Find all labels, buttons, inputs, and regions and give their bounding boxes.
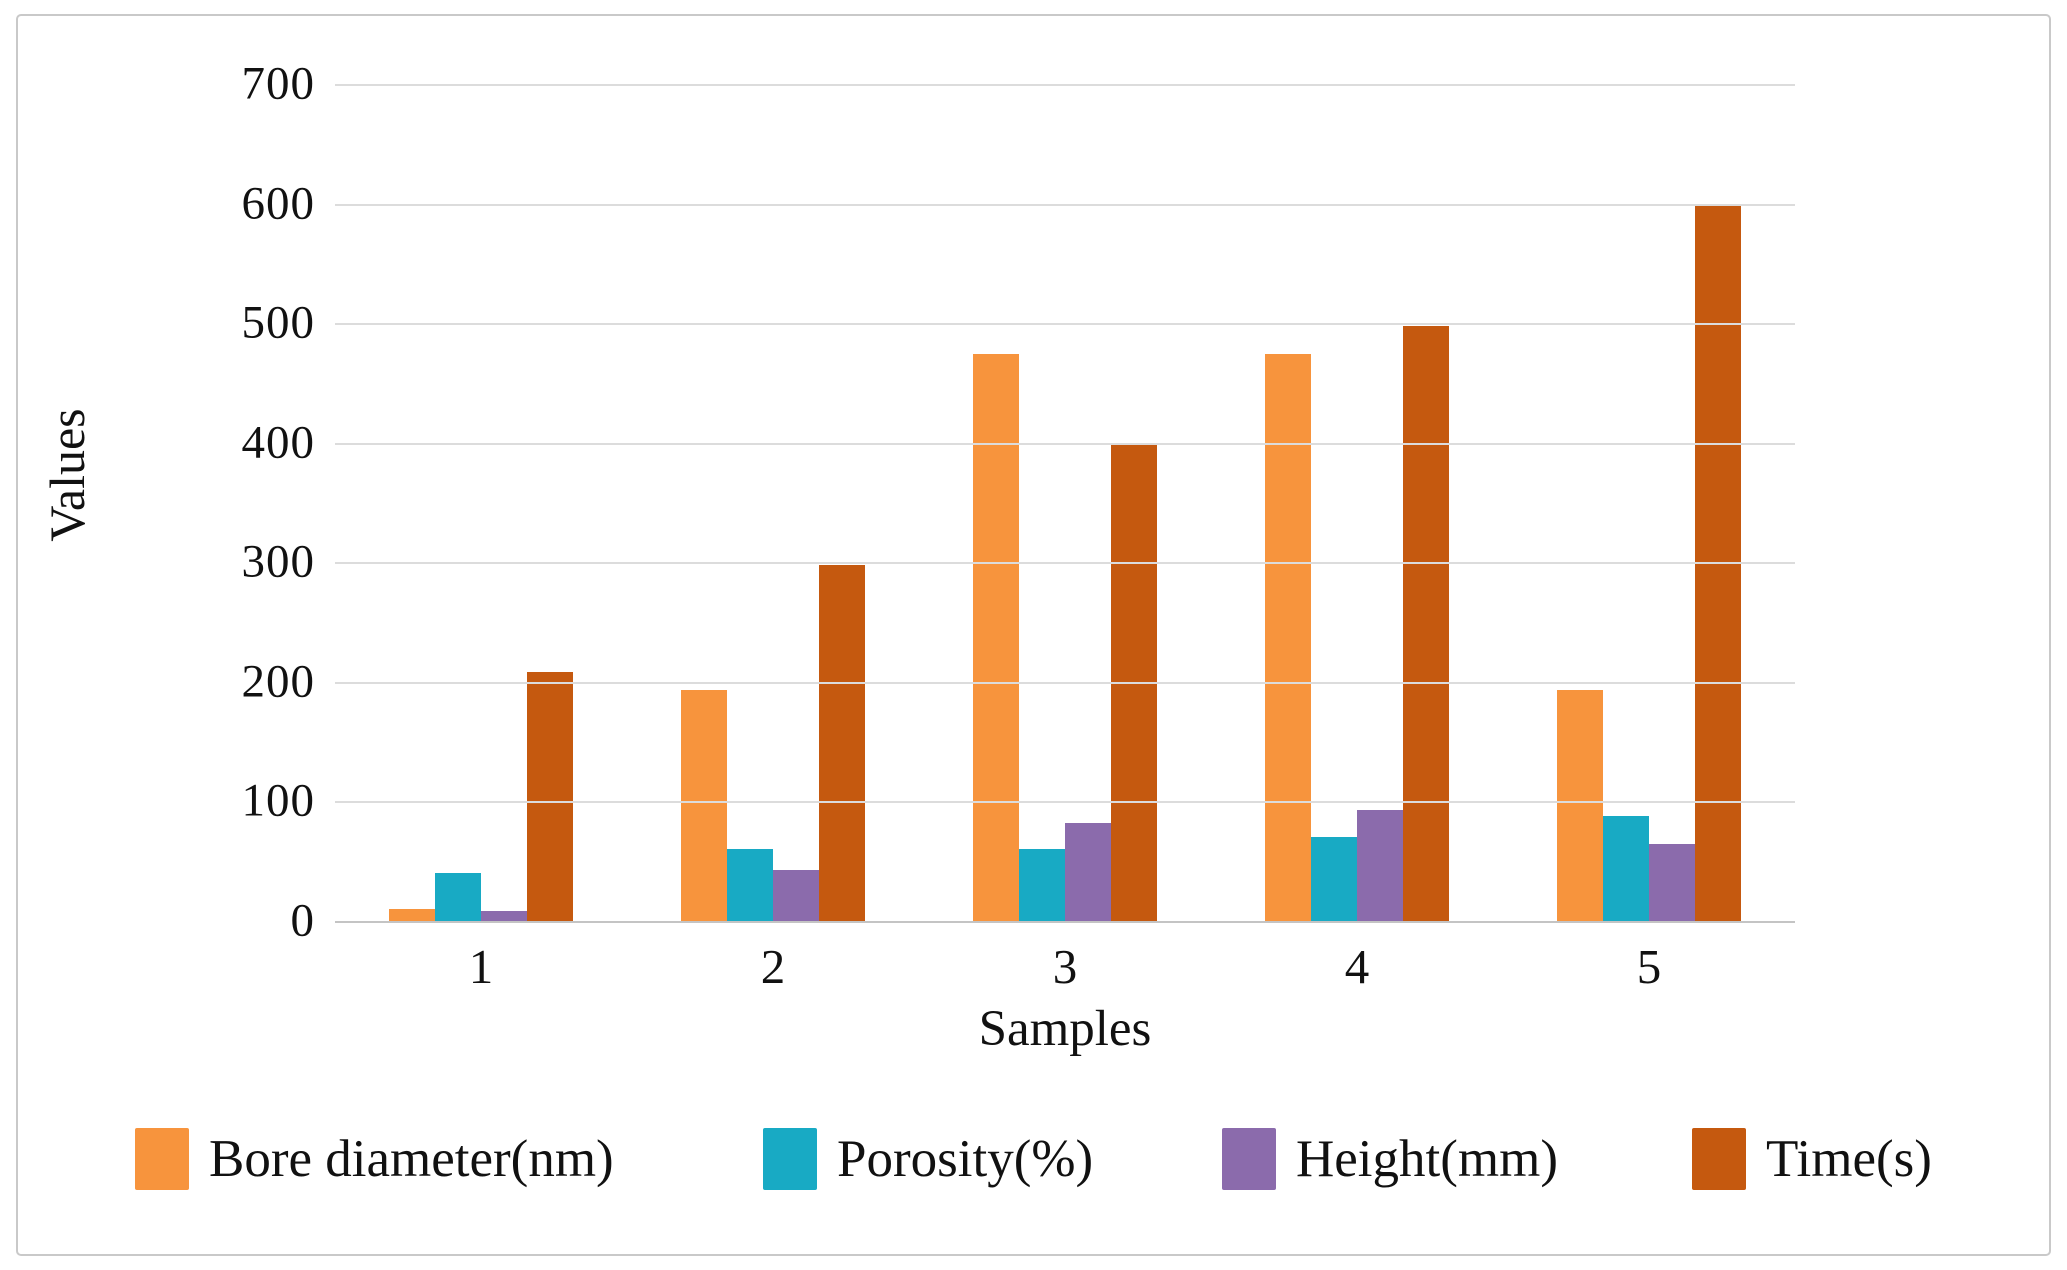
- bar-group-sample-4: [1211, 84, 1503, 921]
- y-axis-title: Values: [39, 408, 95, 542]
- legend-swatch-height-mm: [1222, 1128, 1276, 1190]
- bar-bore-diameter-nm-sample-2: [681, 690, 727, 921]
- plot-area: [335, 84, 1795, 923]
- legend-label-bore-diameter-nm: Bore diameter(nm): [209, 1130, 614, 1188]
- legend-label-porosity: Porosity(%): [837, 1130, 1094, 1188]
- legend-item-height-mm: Height(mm): [1222, 1128, 1558, 1190]
- bar-porosity-sample-1: [435, 873, 481, 921]
- gridline-100: [335, 801, 1795, 804]
- y-tick-label-400: 400: [241, 416, 315, 469]
- bar-height-mm-sample-4: [1357, 809, 1403, 921]
- y-tick-label-100: 100: [241, 774, 315, 827]
- bar-porosity-sample-3: [1019, 849, 1065, 921]
- bar-porosity-sample-5: [1603, 815, 1649, 921]
- legend-swatch-bore-diameter-nm: [135, 1128, 189, 1190]
- y-tick-label-300: 300: [241, 535, 315, 588]
- legend: Bore diameter(nm) Porosity(%) Height(mm) Ti…: [0, 1128, 2067, 1208]
- bar-group-sample-2: [627, 84, 919, 921]
- y-tick-label-600: 600: [241, 177, 315, 230]
- gridline-600: [335, 203, 1795, 206]
- bar-porosity-sample-4: [1311, 837, 1357, 921]
- bar-groups: [335, 84, 1795, 921]
- bar-group-sample-1: [335, 84, 627, 921]
- x-tick-label-3: 3: [1052, 939, 1078, 994]
- bar-height-mm-sample-2: [773, 869, 819, 921]
- bar-bore-diameter-nm-sample-1: [389, 909, 435, 921]
- legend-item-porosity: Porosity(%): [763, 1128, 1093, 1190]
- x-tick-labels: 1 2 3 4 5: [335, 938, 1795, 995]
- x-axis-title: Samples: [978, 1001, 1152, 1057]
- gridline-400: [335, 442, 1795, 445]
- bar-group-sample-3: [919, 84, 1211, 921]
- y-tick-label-0: 0: [290, 894, 315, 947]
- gridline-0: [335, 921, 1795, 923]
- bar-porosity-sample-2: [727, 849, 773, 921]
- x-tick-label-2: 2: [760, 939, 786, 994]
- gridline-200: [335, 681, 1795, 684]
- gridline-300: [335, 562, 1795, 565]
- x-tick-label-4: 4: [1344, 939, 1370, 994]
- bar-bore-diameter-nm-sample-4: [1265, 354, 1311, 921]
- legend-swatch-time-s: [1692, 1128, 1746, 1190]
- legend-item-bore-diameter-nm: Bore diameter(nm): [135, 1128, 614, 1190]
- bar-height-mm-sample-5: [1649, 844, 1695, 921]
- x-tick-label-5: 5: [1636, 939, 1662, 994]
- bar-height-mm-sample-1: [481, 911, 527, 921]
- bar-group-sample-5: [1503, 84, 1795, 921]
- bar-time-s-sample-2: [819, 564, 865, 921]
- bar-time-s-sample-4: [1403, 325, 1449, 921]
- gridline-700: [335, 84, 1795, 86]
- x-tick-label-1: 1: [468, 939, 494, 994]
- y-tick-label-500: 500: [241, 296, 315, 349]
- bar-height-mm-sample-3: [1065, 822, 1111, 921]
- y-tick-label-700: 700: [241, 57, 315, 110]
- bar-time-s-sample-1: [527, 672, 573, 921]
- bar-bore-diameter-nm-sample-3: [973, 354, 1019, 921]
- legend-item-time-s: Time(s): [1692, 1128, 1932, 1190]
- legend-label-time-s: Time(s): [1766, 1130, 1932, 1188]
- legend-label-height-mm: Height(mm): [1296, 1130, 1558, 1188]
- y-tick-label-200: 200: [241, 655, 315, 708]
- gridline-500: [335, 323, 1795, 326]
- legend-swatch-porosity: [763, 1128, 817, 1190]
- bar-bore-diameter-nm-sample-5: [1557, 690, 1603, 921]
